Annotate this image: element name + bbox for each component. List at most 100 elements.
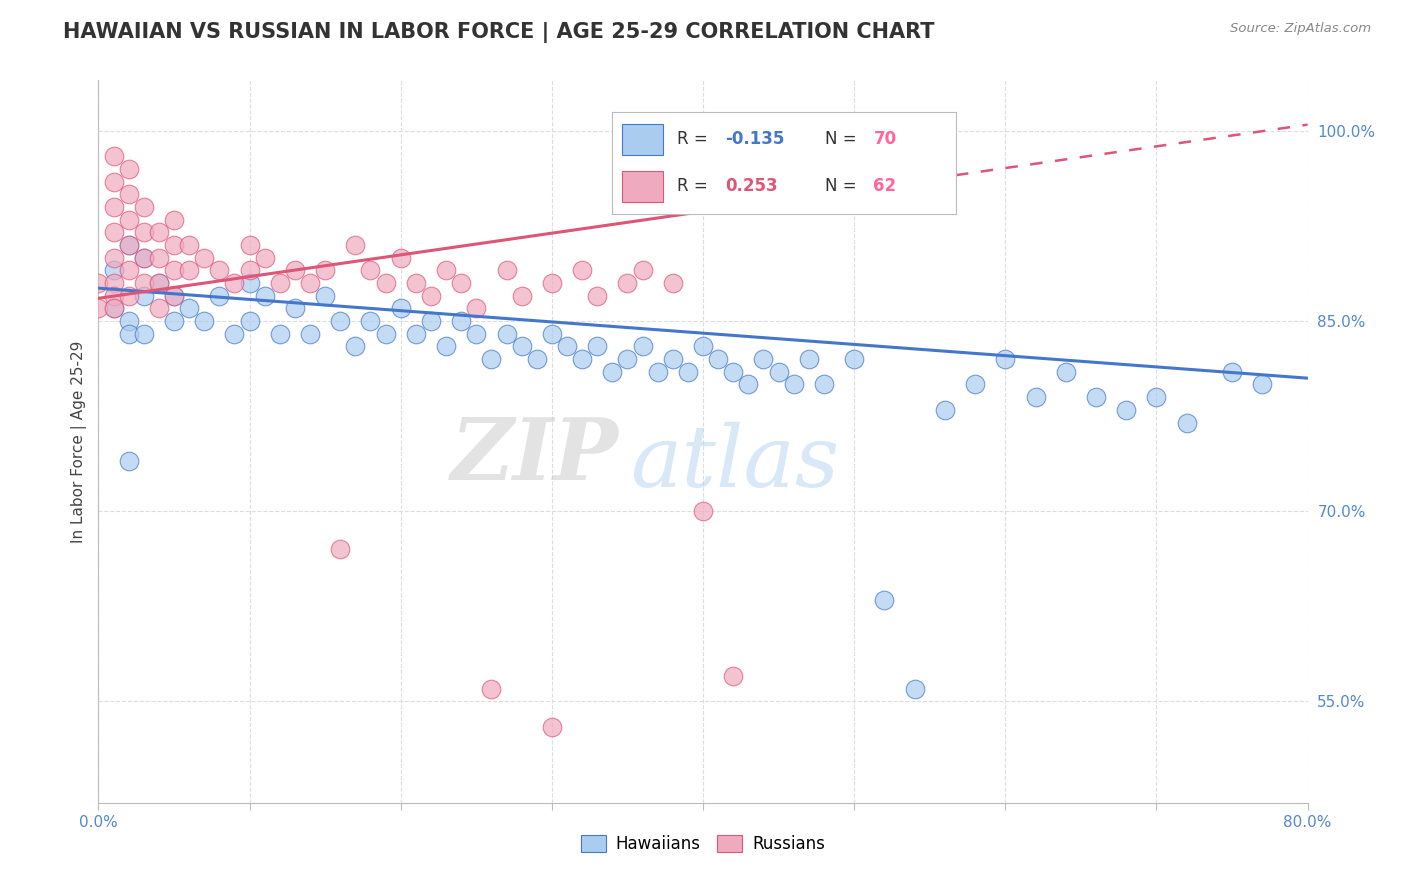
Point (571, 352, 593, 367)
Point (193, 251, 215, 265)
Point (87, 276, 110, 290)
Point (193, 314, 215, 328)
Point (148, 301, 170, 316)
Point (132, 289, 155, 303)
Point (1085, 390, 1108, 404)
Point (132, 326, 155, 341)
Point (132, 200, 155, 214)
Point (647, 365, 669, 379)
Point (1144, 390, 1167, 404)
Legend: Hawaiians, Russians: Hawaiians, Russians (574, 828, 832, 860)
Point (723, 669, 745, 683)
Point (103, 289, 125, 303)
Point (118, 187, 141, 202)
Point (481, 681, 503, 696)
Point (616, 276, 638, 290)
Point (465, 326, 488, 341)
Point (1024, 390, 1046, 404)
Point (344, 339, 367, 353)
Point (87, 301, 110, 316)
Point (676, 365, 699, 379)
Point (344, 238, 367, 252)
Point (481, 352, 503, 367)
Point (253, 251, 276, 265)
Point (103, 301, 125, 316)
Point (1251, 377, 1274, 392)
Point (783, 377, 806, 392)
Point (586, 339, 609, 353)
Point (1220, 365, 1243, 379)
Point (103, 276, 125, 290)
Point (1175, 416, 1198, 430)
Point (132, 226, 155, 240)
Point (103, 263, 125, 277)
Point (118, 314, 141, 328)
Point (118, 238, 141, 252)
Text: 62: 62 (873, 178, 897, 195)
Point (103, 251, 125, 265)
Point (239, 263, 262, 277)
Text: Source: ZipAtlas.com: Source: ZipAtlas.com (1230, 22, 1371, 36)
Point (148, 251, 170, 265)
Text: R =: R = (678, 130, 713, 148)
Point (602, 365, 624, 379)
Point (374, 326, 396, 341)
Point (314, 263, 336, 277)
Bar (621, 171, 664, 202)
Point (179, 263, 201, 277)
Point (118, 161, 141, 176)
Point (723, 365, 745, 379)
Point (163, 238, 186, 252)
Point (208, 289, 231, 303)
Bar (621, 124, 664, 154)
Point (586, 289, 609, 303)
Point (269, 326, 291, 341)
Point (813, 377, 835, 392)
Point (329, 542, 352, 557)
Point (797, 352, 820, 367)
Point (253, 289, 276, 303)
Point (163, 289, 186, 303)
Point (661, 276, 683, 290)
Point (768, 365, 790, 379)
Point (163, 212, 186, 227)
Point (284, 301, 307, 316)
Point (132, 251, 155, 265)
Point (163, 263, 186, 277)
Point (540, 720, 562, 734)
Text: -0.135: -0.135 (725, 130, 785, 148)
Point (118, 453, 141, 467)
Point (692, 504, 714, 518)
Text: R =: R = (678, 178, 713, 195)
Point (224, 326, 246, 341)
Point (510, 339, 533, 353)
Point (132, 276, 155, 290)
Y-axis label: In Labor Force | Age 25-29: In Labor Force | Age 25-29 (72, 341, 87, 542)
Point (631, 263, 654, 277)
Point (148, 276, 170, 290)
Point (103, 226, 125, 240)
Point (148, 226, 170, 240)
Point (752, 352, 775, 367)
Point (269, 276, 291, 290)
Text: HAWAIIAN VS RUSSIAN IN LABOR FORCE | AGE 25-29 CORRELATION CHART: HAWAIIAN VS RUSSIAN IN LABOR FORCE | AGE… (63, 22, 935, 44)
Point (495, 263, 517, 277)
Point (465, 301, 488, 316)
Point (540, 326, 562, 341)
Text: N =: N = (825, 130, 862, 148)
Point (103, 301, 125, 316)
Point (405, 276, 427, 290)
Text: 0.253: 0.253 (725, 178, 778, 195)
Text: atlas: atlas (630, 422, 839, 505)
Point (132, 251, 155, 265)
Point (360, 314, 382, 328)
Point (844, 352, 866, 367)
Point (118, 263, 141, 277)
Point (118, 326, 141, 341)
Text: N =: N = (825, 178, 862, 195)
Point (389, 301, 412, 316)
Point (450, 314, 472, 328)
Point (1115, 402, 1137, 417)
Point (994, 352, 1017, 367)
Point (510, 289, 533, 303)
